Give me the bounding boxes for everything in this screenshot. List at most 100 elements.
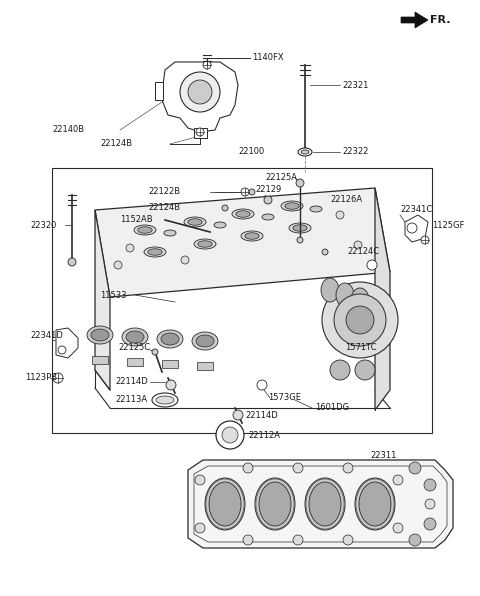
- Circle shape: [421, 236, 429, 244]
- Circle shape: [68, 258, 76, 266]
- Circle shape: [233, 410, 243, 420]
- Circle shape: [322, 282, 398, 358]
- Text: 22122B: 22122B: [148, 188, 180, 197]
- Polygon shape: [162, 62, 238, 132]
- Text: 1123PB: 1123PB: [25, 374, 57, 383]
- Text: 22124B: 22124B: [148, 203, 180, 213]
- Text: 22100: 22100: [238, 147, 264, 157]
- Ellipse shape: [188, 219, 202, 225]
- Circle shape: [343, 463, 353, 473]
- Circle shape: [334, 294, 386, 346]
- Ellipse shape: [285, 203, 299, 209]
- Ellipse shape: [236, 211, 250, 218]
- Bar: [127, 358, 143, 366]
- Bar: [52, 168, 432, 433]
- Ellipse shape: [351, 288, 369, 312]
- Circle shape: [264, 196, 272, 204]
- Text: 22129: 22129: [255, 185, 281, 194]
- Ellipse shape: [262, 214, 274, 220]
- Text: 1601DG: 1601DG: [315, 403, 349, 412]
- Ellipse shape: [134, 225, 156, 235]
- Circle shape: [243, 463, 253, 473]
- Ellipse shape: [241, 231, 263, 241]
- Ellipse shape: [281, 201, 303, 211]
- Circle shape: [330, 360, 350, 380]
- Ellipse shape: [355, 478, 395, 530]
- Ellipse shape: [309, 482, 341, 526]
- Text: 22113A: 22113A: [115, 396, 147, 405]
- Circle shape: [297, 237, 303, 243]
- Text: 22114D: 22114D: [245, 411, 278, 420]
- Circle shape: [336, 211, 344, 219]
- Ellipse shape: [161, 333, 179, 345]
- Polygon shape: [375, 188, 390, 410]
- Ellipse shape: [214, 222, 226, 228]
- Circle shape: [222, 427, 238, 443]
- Ellipse shape: [126, 331, 144, 343]
- Text: 22321: 22321: [342, 80, 368, 89]
- Text: 1140FX: 1140FX: [252, 54, 284, 63]
- Polygon shape: [95, 210, 110, 390]
- Circle shape: [346, 306, 374, 334]
- Circle shape: [166, 380, 176, 390]
- Polygon shape: [401, 12, 428, 28]
- Ellipse shape: [209, 482, 241, 526]
- Circle shape: [114, 261, 122, 269]
- Ellipse shape: [144, 247, 166, 257]
- Text: 11533: 11533: [100, 290, 127, 300]
- Ellipse shape: [192, 332, 218, 350]
- Ellipse shape: [122, 328, 148, 346]
- Text: 22140B: 22140B: [52, 126, 84, 135]
- Circle shape: [425, 499, 435, 509]
- Text: 1573GE: 1573GE: [268, 393, 301, 402]
- Ellipse shape: [232, 209, 254, 219]
- Ellipse shape: [359, 482, 391, 526]
- Ellipse shape: [301, 150, 309, 154]
- Text: 22322: 22322: [342, 147, 368, 157]
- Circle shape: [249, 189, 255, 195]
- Circle shape: [367, 260, 377, 270]
- Circle shape: [424, 479, 436, 491]
- Circle shape: [222, 205, 228, 211]
- Circle shape: [243, 535, 253, 545]
- Text: 1152AB: 1152AB: [120, 216, 153, 225]
- Ellipse shape: [157, 330, 183, 348]
- Bar: [162, 360, 178, 368]
- Circle shape: [409, 534, 421, 546]
- Ellipse shape: [91, 329, 109, 341]
- Text: 22341C: 22341C: [400, 206, 432, 215]
- Ellipse shape: [164, 230, 176, 236]
- Text: 22311: 22311: [370, 451, 396, 460]
- Circle shape: [188, 80, 212, 104]
- Ellipse shape: [298, 148, 312, 156]
- Text: FR.: FR.: [430, 15, 451, 25]
- Ellipse shape: [205, 478, 245, 530]
- Text: 22124B: 22124B: [100, 139, 132, 148]
- Circle shape: [195, 475, 205, 485]
- Circle shape: [393, 523, 403, 533]
- Ellipse shape: [184, 217, 206, 227]
- Circle shape: [216, 421, 244, 449]
- Ellipse shape: [305, 478, 345, 530]
- Ellipse shape: [255, 478, 295, 530]
- Circle shape: [152, 349, 158, 355]
- Text: 22125A: 22125A: [265, 173, 297, 182]
- Ellipse shape: [156, 396, 174, 404]
- Ellipse shape: [259, 482, 291, 526]
- Circle shape: [58, 346, 66, 354]
- Circle shape: [257, 380, 267, 390]
- Bar: [92, 356, 108, 364]
- Ellipse shape: [310, 206, 322, 212]
- Circle shape: [126, 244, 134, 252]
- Circle shape: [407, 223, 417, 233]
- Circle shape: [393, 475, 403, 485]
- Polygon shape: [188, 460, 453, 548]
- Ellipse shape: [336, 283, 354, 307]
- Polygon shape: [95, 188, 390, 297]
- Ellipse shape: [289, 223, 311, 233]
- Text: 22320: 22320: [30, 221, 56, 229]
- Polygon shape: [194, 128, 207, 138]
- Circle shape: [195, 523, 205, 533]
- Ellipse shape: [293, 225, 307, 231]
- Text: 22125C: 22125C: [118, 343, 150, 352]
